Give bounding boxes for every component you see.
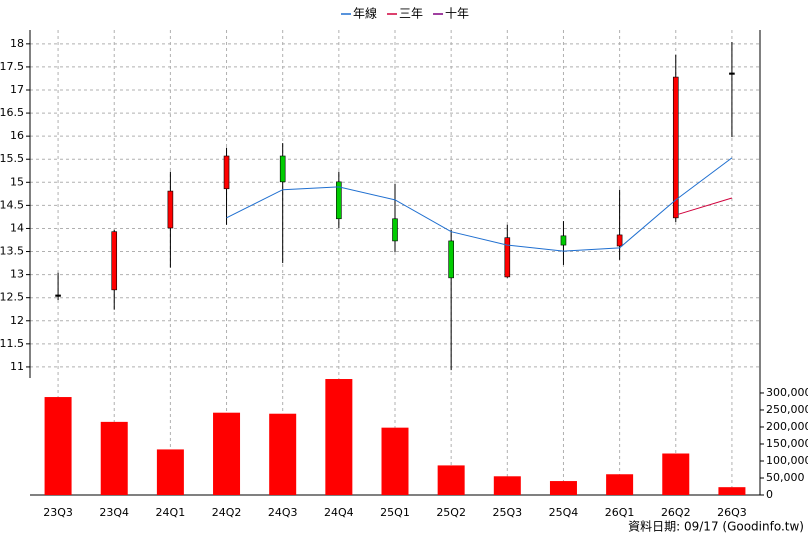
volume-bar xyxy=(325,379,353,495)
candle-body xyxy=(672,76,679,219)
volume-bar xyxy=(381,427,409,495)
y-tick-label: 12 xyxy=(10,314,24,327)
x-tick-label: 25Q3 xyxy=(492,506,522,519)
y-tick-label: 15.5 xyxy=(0,152,24,165)
x-tick-label: 24Q1 xyxy=(156,506,186,519)
candle-body xyxy=(616,234,623,247)
x-tick-label: 26Q2 xyxy=(661,506,691,519)
candle-body xyxy=(55,294,61,297)
y2-tick-label: 0 xyxy=(766,488,773,501)
x-tick-label: 25Q4 xyxy=(549,506,579,519)
volume-bar xyxy=(44,397,72,495)
volume-bar xyxy=(100,421,128,495)
x-tick-label: 24Q3 xyxy=(268,506,298,519)
candle-body xyxy=(223,155,230,190)
y2-tick-label: 200,000 xyxy=(766,420,808,433)
legend-label: 三年 xyxy=(399,7,423,21)
x-tick-label: 26Q1 xyxy=(605,506,635,519)
volume-bar xyxy=(718,487,746,495)
candle-body xyxy=(392,218,398,242)
legend-label: 十年 xyxy=(445,7,469,21)
x-tick-label: 23Q3 xyxy=(43,506,73,519)
y-tick-label: 16 xyxy=(10,129,24,142)
y-tick-label: 13.5 xyxy=(0,245,24,258)
x-tick-label: 25Q1 xyxy=(380,506,410,519)
legend-label: 年線 xyxy=(353,6,377,21)
y-tick-label: 14.5 xyxy=(0,198,24,211)
candle-body xyxy=(111,231,118,291)
volume-bar xyxy=(662,453,690,495)
volume-bar xyxy=(549,481,577,495)
y-tick-label: 17.5 xyxy=(0,60,24,73)
x-tick-label: 26Q3 xyxy=(717,506,747,519)
volume-bar xyxy=(269,413,297,495)
y-tick-label: 14 xyxy=(10,221,24,234)
candle-body xyxy=(504,237,511,278)
y-tick-label: 16.5 xyxy=(0,106,24,119)
x-tick-label: 23Q4 xyxy=(99,506,129,519)
y-tick-label: 15 xyxy=(10,175,24,188)
y-tick-label: 17 xyxy=(10,83,24,96)
candle-body xyxy=(729,72,735,75)
volume-bar xyxy=(437,465,465,495)
x-tick-label: 24Q2 xyxy=(212,506,242,519)
y2-tick-label: 100,000 xyxy=(766,454,808,467)
y2-tick-label: 300,000 xyxy=(766,386,808,399)
volume-bar xyxy=(213,412,241,495)
volume-bar xyxy=(156,449,184,495)
candle-body xyxy=(560,235,567,246)
y-tick-label: 13 xyxy=(10,268,24,281)
candle-body xyxy=(448,240,454,279)
y2-tick-label: 150,000 xyxy=(766,437,808,450)
x-tick-label: 25Q2 xyxy=(436,506,466,519)
candle-body xyxy=(336,181,342,220)
y-tick-label: 11.5 xyxy=(0,337,24,350)
y2-tick-label: 50,000 xyxy=(766,471,805,484)
ma-line xyxy=(675,197,733,216)
candle-body xyxy=(167,190,174,229)
x-tick-label: 24Q4 xyxy=(324,506,354,519)
y-tick-label: 11 xyxy=(10,360,24,373)
footer: 資料日期: 09/17 (Goodinfo.tw) xyxy=(628,520,804,534)
volume-bar xyxy=(606,474,634,495)
y-tick-label: 18 xyxy=(10,37,24,50)
candle-body xyxy=(279,155,286,183)
y2-tick-label: 250,000 xyxy=(766,403,808,416)
y-tick-label: 12.5 xyxy=(0,291,24,304)
volume-bar xyxy=(493,476,521,495)
ma-line xyxy=(226,157,733,252)
